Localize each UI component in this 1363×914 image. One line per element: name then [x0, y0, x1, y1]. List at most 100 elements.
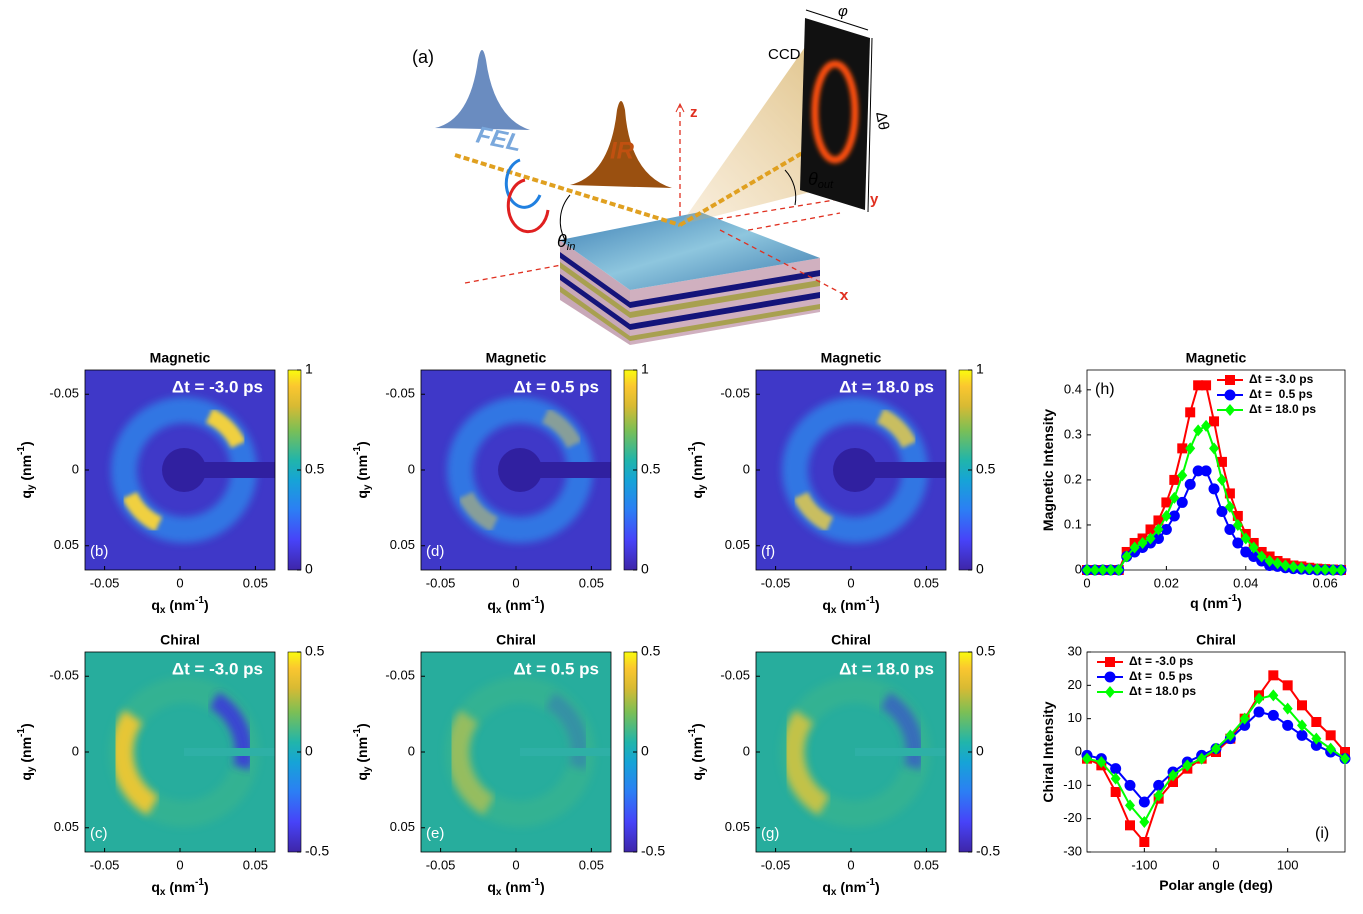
polarization-arrow	[506, 160, 540, 207]
heatmap-image	[85, 652, 374, 852]
axis-label: y	[870, 191, 879, 208]
x-tick-label: 0.06	[1312, 575, 1337, 590]
x-tick-label: 0	[176, 575, 183, 590]
beamstop	[855, 748, 1045, 756]
x-axis-label: Polar angle (deg)	[1159, 877, 1273, 893]
colorbar-tick-label: 0	[641, 743, 649, 759]
annotation: Δt = 0.5 ps	[514, 659, 599, 678]
heatmap-image	[756, 370, 1045, 570]
x-tick-label: 0	[512, 575, 519, 590]
y-axis-label: Magnetic Intensity	[1040, 409, 1056, 531]
beamstop	[184, 462, 374, 478]
annotation: Δt = 18.0 ps	[839, 377, 934, 396]
panel-label: (f)	[761, 543, 775, 560]
x-tick-label: -100	[1131, 857, 1157, 872]
marker	[1111, 787, 1121, 797]
y-axis-label: Chiral Intensity	[1040, 701, 1056, 802]
legend-label: Δt = 18.0 ps	[1249, 402, 1316, 416]
y-tick-label: 0	[1075, 561, 1082, 576]
colorbar-tick-label: 1	[305, 361, 313, 377]
colorbar-tick-label: 0	[976, 743, 984, 759]
panel-title: Magnetic	[150, 350, 211, 366]
axis-label: x	[840, 287, 849, 304]
x-tick-label: 0.02	[1154, 575, 1179, 590]
x-tick-label: 0.05	[243, 575, 268, 590]
marker	[1254, 707, 1265, 718]
marker	[1125, 820, 1135, 830]
panel-label: (c)	[90, 825, 108, 842]
heatmap-image	[85, 370, 374, 570]
colorbar-tick-label: 0.5	[641, 461, 661, 477]
y-tick-label: 0.05	[725, 819, 750, 834]
y-tick-label: 0	[743, 461, 750, 476]
legend-label: Δt = -3.0 ps	[1129, 654, 1194, 668]
marker	[1283, 680, 1293, 690]
panel-label: (i)	[1315, 825, 1329, 842]
x-tick-label: -0.05	[426, 857, 456, 872]
y-axis-label: qy (nm-1)	[16, 441, 37, 498]
marker	[1282, 720, 1293, 731]
x-axis-label: qx (nm-1)	[151, 877, 208, 898]
marker	[1105, 657, 1115, 667]
x-tick-label: 0.05	[579, 575, 604, 590]
beam	[455, 155, 680, 225]
y-tick-label: 0.05	[54, 537, 79, 552]
y-tick-label: 0.3	[1064, 426, 1082, 441]
legend-label: Δt = 0.5 ps	[1249, 387, 1313, 401]
dtheta-label: Δθ	[872, 110, 892, 131]
colorbar-tick-label: -0.5	[305, 843, 329, 859]
colorbar-tick-label: 0	[976, 561, 984, 577]
y-tick-label: -0.05	[385, 668, 415, 683]
y-axis-label: qy (nm-1)	[352, 723, 373, 780]
marker	[1209, 483, 1220, 494]
y-tick-label: 0.2	[1064, 471, 1082, 486]
x-tick-label: 0.05	[243, 857, 268, 872]
marker	[1125, 780, 1136, 791]
marker	[1110, 763, 1121, 774]
y-tick-label: -20	[1063, 810, 1082, 825]
axis-label: z	[690, 104, 698, 121]
x-axis-label: qx (nm-1)	[487, 595, 544, 616]
theta-in-label: θin	[557, 231, 575, 253]
heatmap-image	[421, 370, 710, 570]
panel-label: (h)	[1095, 381, 1115, 398]
marker	[1185, 407, 1195, 417]
colorbar-tick-label: 1	[641, 361, 649, 377]
ir-label: IR	[610, 137, 635, 164]
x-tick-label: 0.05	[914, 575, 939, 590]
marker	[1268, 670, 1278, 680]
marker	[1139, 797, 1150, 808]
annotation: Δt = 0.5 ps	[514, 377, 599, 396]
y-tick-label: 10	[1068, 710, 1082, 725]
x-tick-label: 0	[512, 857, 519, 872]
y-tick-label: 30	[1068, 643, 1082, 658]
x-axis-label: qx (nm-1)	[822, 595, 879, 616]
x-axis-label: q (nm-1)	[1190, 593, 1242, 611]
y-tick-label: -0.05	[385, 386, 415, 401]
y-tick-label: 0.1	[1064, 516, 1082, 531]
panel-title: Chiral	[160, 632, 200, 648]
marker	[1201, 465, 1212, 476]
x-tick-label: 0.05	[914, 857, 939, 872]
colorbar-tick-label: 0.5	[641, 643, 661, 659]
x-tick-label: -0.05	[90, 575, 120, 590]
annotation: Δt = -3.0 ps	[172, 377, 263, 396]
y-axis-label: qy (nm-1)	[687, 723, 708, 780]
panel-label: (a)	[412, 47, 434, 67]
y-axis-label: qy (nm-1)	[352, 441, 373, 498]
y-tick-label: 0.05	[390, 819, 415, 834]
y-tick-label: 0.05	[390, 537, 415, 552]
phi-label: φ	[838, 3, 848, 20]
colorbar-tick-label: 0.5	[305, 461, 325, 477]
colorbar-tick-label: -0.5	[976, 843, 1000, 859]
y-tick-label: -30	[1063, 843, 1082, 858]
heatmap-image	[756, 652, 1045, 852]
legend-label: Δt = -3.0 ps	[1249, 372, 1314, 386]
marker	[1297, 700, 1307, 710]
x-tick-label: -0.05	[90, 857, 120, 872]
beamstop	[520, 748, 710, 756]
y-tick-label: -0.05	[720, 386, 750, 401]
panel-label: (b)	[90, 543, 108, 560]
panel-label: (g)	[761, 825, 779, 842]
y-tick-label: 0	[408, 743, 415, 758]
